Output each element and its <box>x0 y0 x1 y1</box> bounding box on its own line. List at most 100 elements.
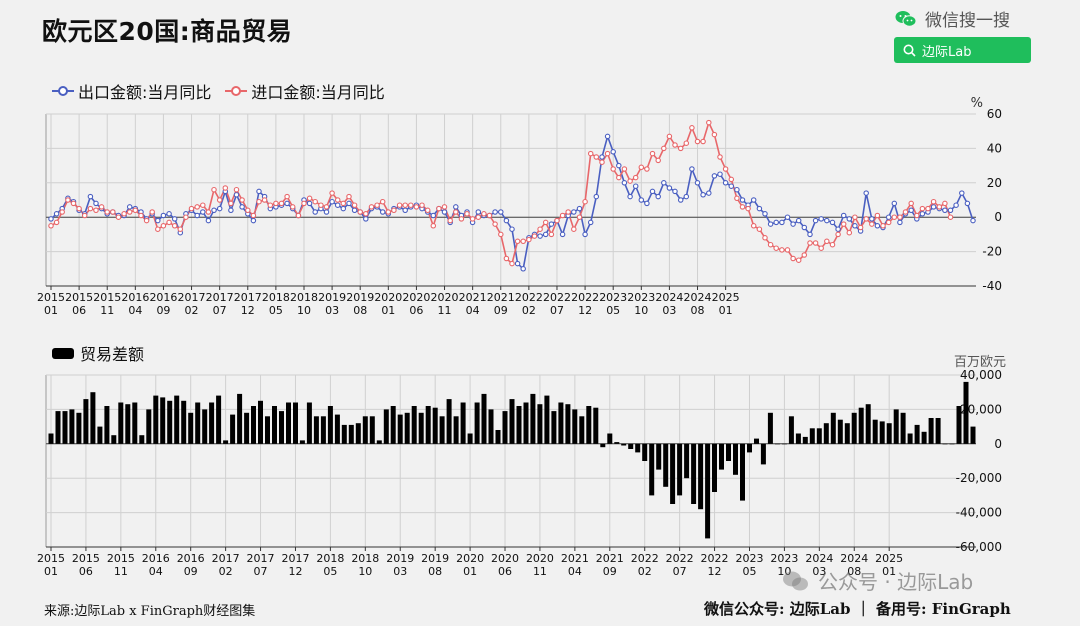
data-point-imports <box>424 207 431 214</box>
bar-trade-balance <box>125 404 131 444</box>
data-point-imports <box>621 166 628 172</box>
bar-trade-balance <box>195 402 201 444</box>
data-point-exports <box>312 209 318 215</box>
data-point-imports <box>661 145 667 152</box>
data-point-imports <box>59 209 65 215</box>
data-point-imports <box>261 197 268 203</box>
line-chart-x-tick-label-month: 01 <box>719 304 733 317</box>
data-point-exports <box>453 204 459 210</box>
bar-trade-balance <box>747 443 752 453</box>
bar-chart-x-tick-label-year: 2022 <box>666 552 694 565</box>
data-point-imports <box>171 223 178 229</box>
data-point-imports <box>346 193 352 200</box>
data-point-imports <box>351 202 358 208</box>
data-point-exports <box>700 192 706 198</box>
bar-trade-balance <box>230 414 236 444</box>
line-chart-y-tick-label: 20 <box>987 176 1002 190</box>
bar-trade-balance <box>949 443 955 445</box>
bar-trade-balance <box>684 443 690 479</box>
bar-trade-balance <box>348 424 354 444</box>
data-point-imports <box>824 238 830 245</box>
data-point-exports <box>644 200 650 207</box>
data-point-imports <box>177 226 184 232</box>
bar-chart-y-tick-label: -40,000 <box>956 506 1002 520</box>
data-point-imports <box>706 119 712 126</box>
data-point-imports <box>228 200 234 207</box>
line-chart-x-tick-label-year: 2020 <box>374 291 402 304</box>
bar-trade-balance <box>453 416 459 444</box>
bar-chart-x-tick-label-year: 2017 <box>212 552 240 565</box>
line-chart-y-tick-label: -20 <box>982 245 1002 259</box>
bar-chart-x-tick-label-year: 2016 <box>142 552 170 565</box>
data-point-exports <box>250 217 257 224</box>
wechat-search-button[interactable]: 边际Lab <box>894 37 1031 63</box>
data-point-exports <box>840 212 847 219</box>
data-point-exports <box>807 231 813 238</box>
data-point-exports <box>599 154 605 160</box>
data-point-imports <box>694 138 701 145</box>
data-point-imports <box>784 247 791 253</box>
data-point-imports <box>396 202 403 208</box>
bar-chart-x-tick-label-year: 2016 <box>177 552 205 565</box>
legend-item-imports: 进口金额:当月同比 <box>225 79 385 103</box>
bar-trade-balance <box>956 406 962 444</box>
data-point-imports <box>537 226 543 232</box>
data-point-imports <box>874 212 881 219</box>
bar-trade-balance <box>223 440 229 444</box>
bar-trade-balance <box>167 400 173 444</box>
bar-trade-balance <box>802 436 808 444</box>
line-chart-x-tick-label-year: 2022 <box>571 291 599 304</box>
data-point-imports <box>256 198 262 205</box>
data-point-imports <box>87 205 94 212</box>
data-point-imports <box>419 202 425 208</box>
bar-trade-balance <box>551 411 557 444</box>
data-point-exports <box>514 260 521 267</box>
data-point-imports <box>739 204 746 210</box>
bar-chart-x-tick-label-year: 2019 <box>421 552 449 565</box>
bar-chart-y-tick-label: 40,000 <box>960 368 1002 382</box>
line-chart-x-tick-label-month: 06 <box>409 304 423 317</box>
line-chart-x-tick-label-year: 2018 <box>262 291 290 304</box>
bar-chart-legend: 贸易差额 <box>52 341 144 365</box>
data-point-exports <box>812 217 819 224</box>
bar-chart-x-tick-label-month: 12 <box>288 565 302 578</box>
data-point-imports <box>565 209 571 215</box>
bar-chart-x-tick-label-month: 03 <box>393 565 407 578</box>
data-point-imports <box>385 209 392 215</box>
line-chart-x-tick-label-year: 2020 <box>402 291 430 304</box>
data-point-imports <box>599 159 605 165</box>
data-point-imports <box>852 214 858 220</box>
legend-label-trade-balance: 贸易差额 <box>80 345 145 364</box>
bar-trade-balance <box>76 412 82 444</box>
data-point-imports <box>48 223 54 229</box>
data-point-imports <box>104 209 110 215</box>
data-point-imports <box>548 231 555 238</box>
bar-trade-balance <box>921 431 927 444</box>
data-point-exports <box>694 180 701 186</box>
data-point-imports <box>81 212 88 219</box>
bar-trade-balance <box>607 433 613 444</box>
bar-chart-x-tick-label-year: 2017 <box>247 552 275 565</box>
bar-trade-balance <box>432 407 438 444</box>
data-point-imports <box>323 204 330 210</box>
data-point-imports <box>245 207 251 214</box>
bar-chart-x-tick-label-month: 10 <box>358 565 372 578</box>
data-point-imports <box>790 255 796 262</box>
bar-chart-x-tick-label-year: 2023 <box>770 552 798 565</box>
bar-trade-balance <box>677 443 683 496</box>
bar-trade-balance <box>942 443 948 445</box>
data-point-imports <box>846 229 853 236</box>
data-point-imports <box>914 212 920 219</box>
data-point-imports <box>627 178 633 184</box>
data-point-imports <box>464 211 470 217</box>
data-point-exports <box>689 166 695 172</box>
bar-trade-balance <box>614 442 620 444</box>
data-point-imports <box>65 197 71 203</box>
search-icon <box>903 44 916 57</box>
bar-trade-balance <box>579 416 585 444</box>
data-point-imports <box>908 200 914 207</box>
bar-trade-balance <box>774 443 780 445</box>
bar-trade-balance <box>705 443 711 539</box>
data-point-imports <box>672 142 678 148</box>
data-point-exports <box>869 216 875 222</box>
